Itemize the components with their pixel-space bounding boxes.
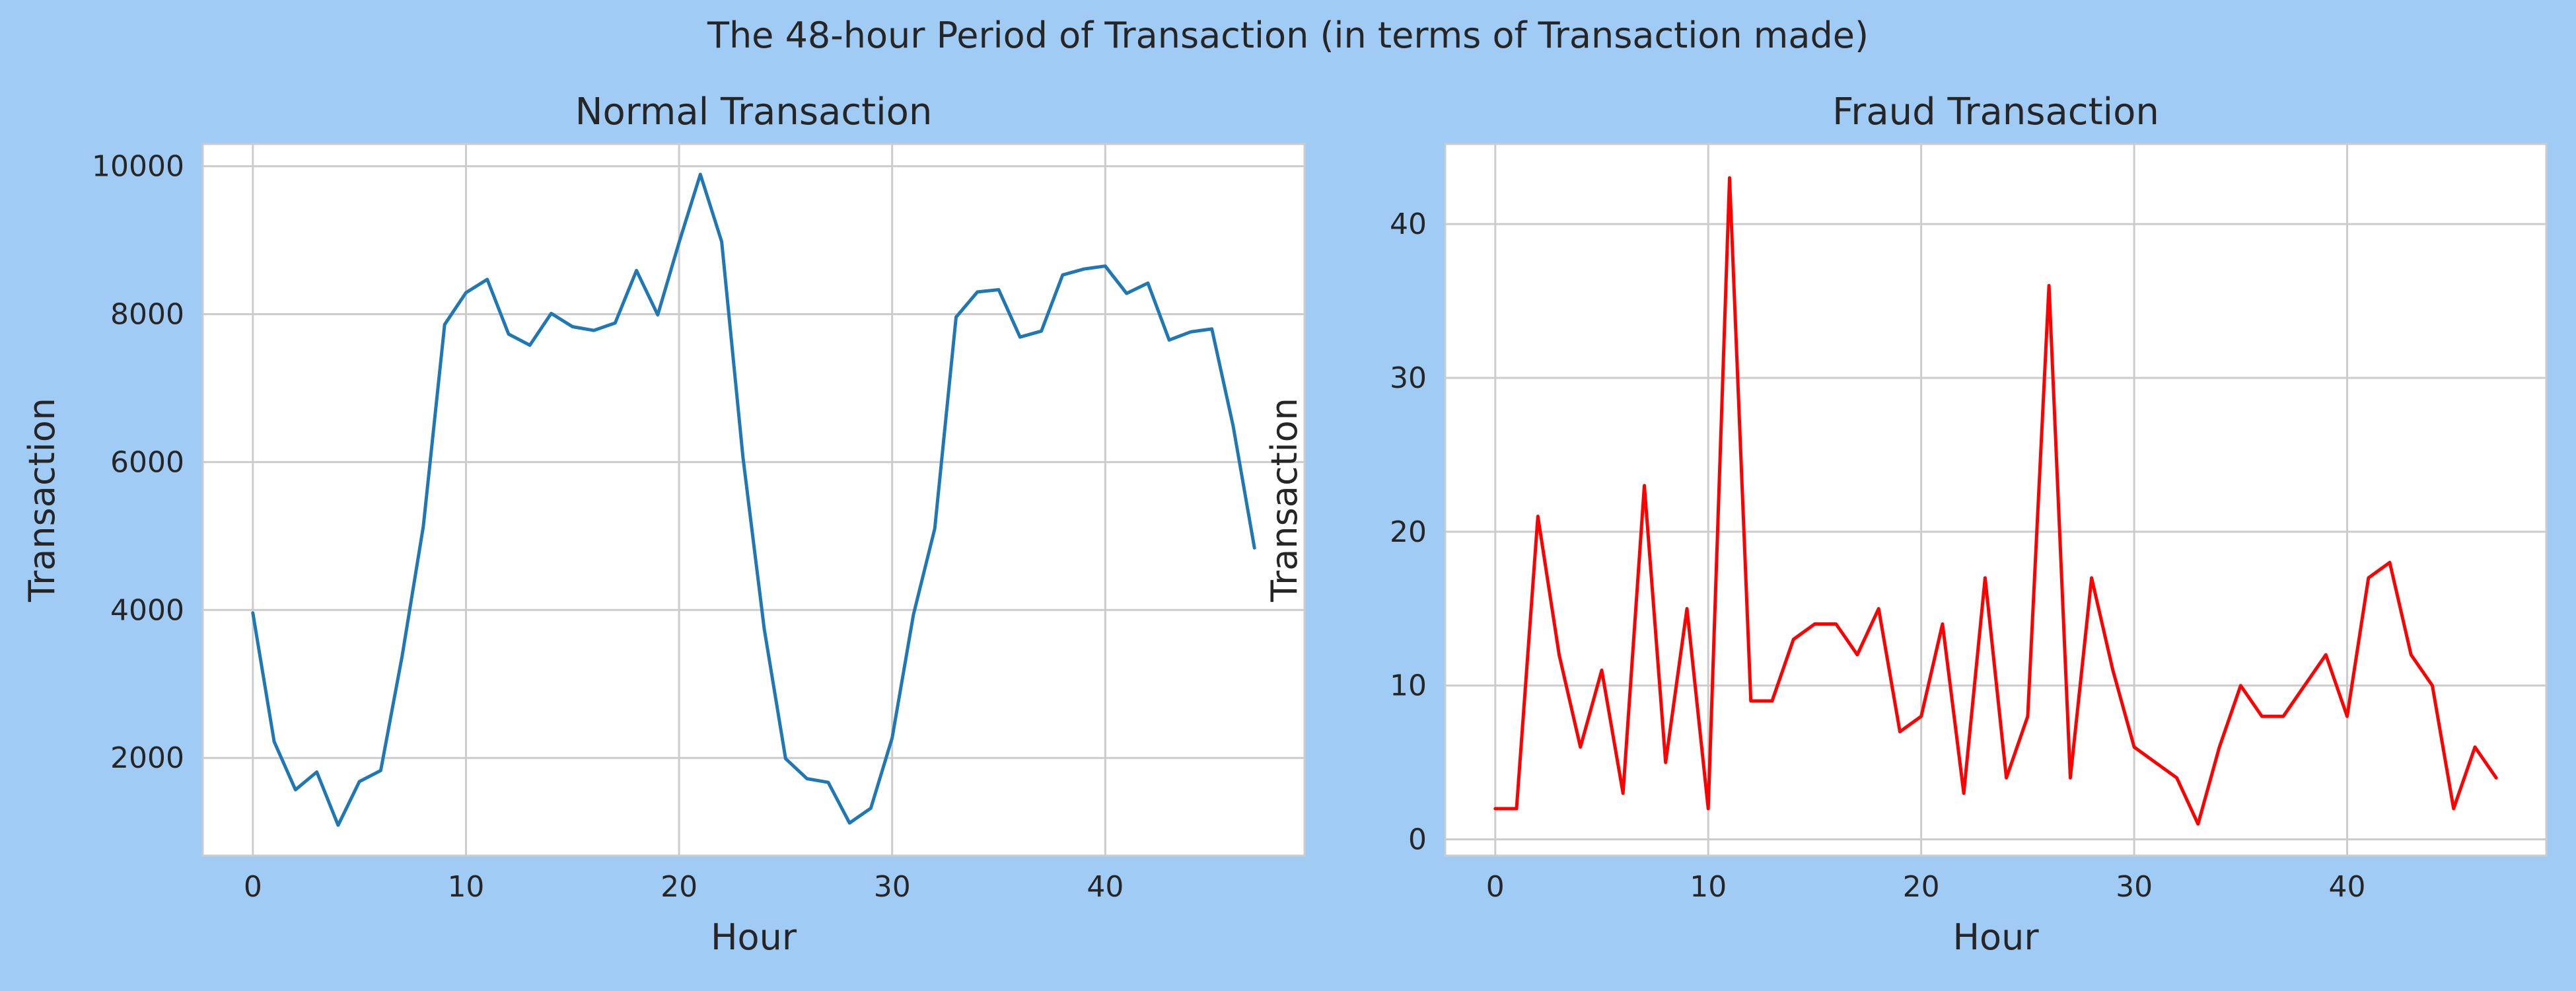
fraud-x-axis-label: Hour [1952, 916, 2039, 958]
fraud-y-tick-label: 0 [1408, 823, 1427, 857]
fraud-x-tick-label: 10 [1690, 870, 1727, 904]
normal-y-tick-label: 6000 [110, 445, 184, 479]
normal-y-tick-label: 2000 [110, 741, 184, 775]
fraud-x-tick-label: 0 [1486, 870, 1505, 904]
fraud-plot-area [1445, 144, 2546, 856]
normal-chart-title: Normal Transaction [575, 91, 933, 133]
fraud-x-tick-label: 40 [2329, 870, 2366, 904]
normal-series-line [251, 172, 1256, 827]
normal-x-tick-label: 40 [1087, 870, 1124, 904]
normal-y-tick-label: 10000 [92, 150, 184, 184]
normal-y-tick-label: 8000 [110, 297, 184, 331]
fraud-y-tick-label: 20 [1390, 515, 1427, 549]
normal-plot-frame [201, 143, 1306, 857]
fraud-x-tick-label: 20 [1903, 870, 1940, 904]
fraud-y-tick-label: 30 [1390, 361, 1427, 395]
normal-x-tick-label: 30 [874, 870, 911, 904]
normal-x-axis-label: Hour [711, 916, 797, 958]
fraud-y-axis-label: Transaction [1264, 398, 1305, 603]
fraud-chart-title: Fraud Transaction [1832, 91, 2159, 133]
fraud-plot-frame [1444, 143, 2548, 857]
normal-x-tick-label: 10 [447, 870, 484, 904]
fraud-y-tick-label: 40 [1390, 207, 1427, 241]
fraud-y-tick-label: 10 [1390, 669, 1427, 703]
normal-y-axis-label: Transaction [21, 398, 63, 603]
fraud-x-tick-label: 30 [2116, 870, 2153, 904]
figure-title: The 48-hour Period of Transaction (in te… [707, 15, 1869, 56]
normal-y-tick-label: 4000 [110, 593, 184, 627]
fraud-series-line [1493, 176, 2498, 826]
normal-x-tick-label: 20 [661, 870, 698, 904]
normal-x-tick-label: 0 [244, 870, 262, 904]
